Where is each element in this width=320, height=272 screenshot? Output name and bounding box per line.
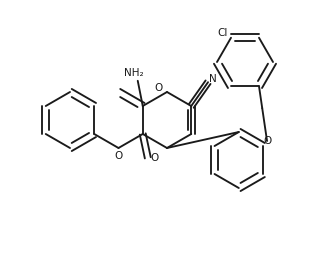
Text: O: O [263,136,271,146]
Text: N: N [209,74,217,84]
Text: O: O [151,153,159,163]
Text: Cl: Cl [218,28,228,38]
Text: O: O [114,151,123,161]
Text: NH₂: NH₂ [124,68,144,78]
Text: O: O [155,83,163,93]
